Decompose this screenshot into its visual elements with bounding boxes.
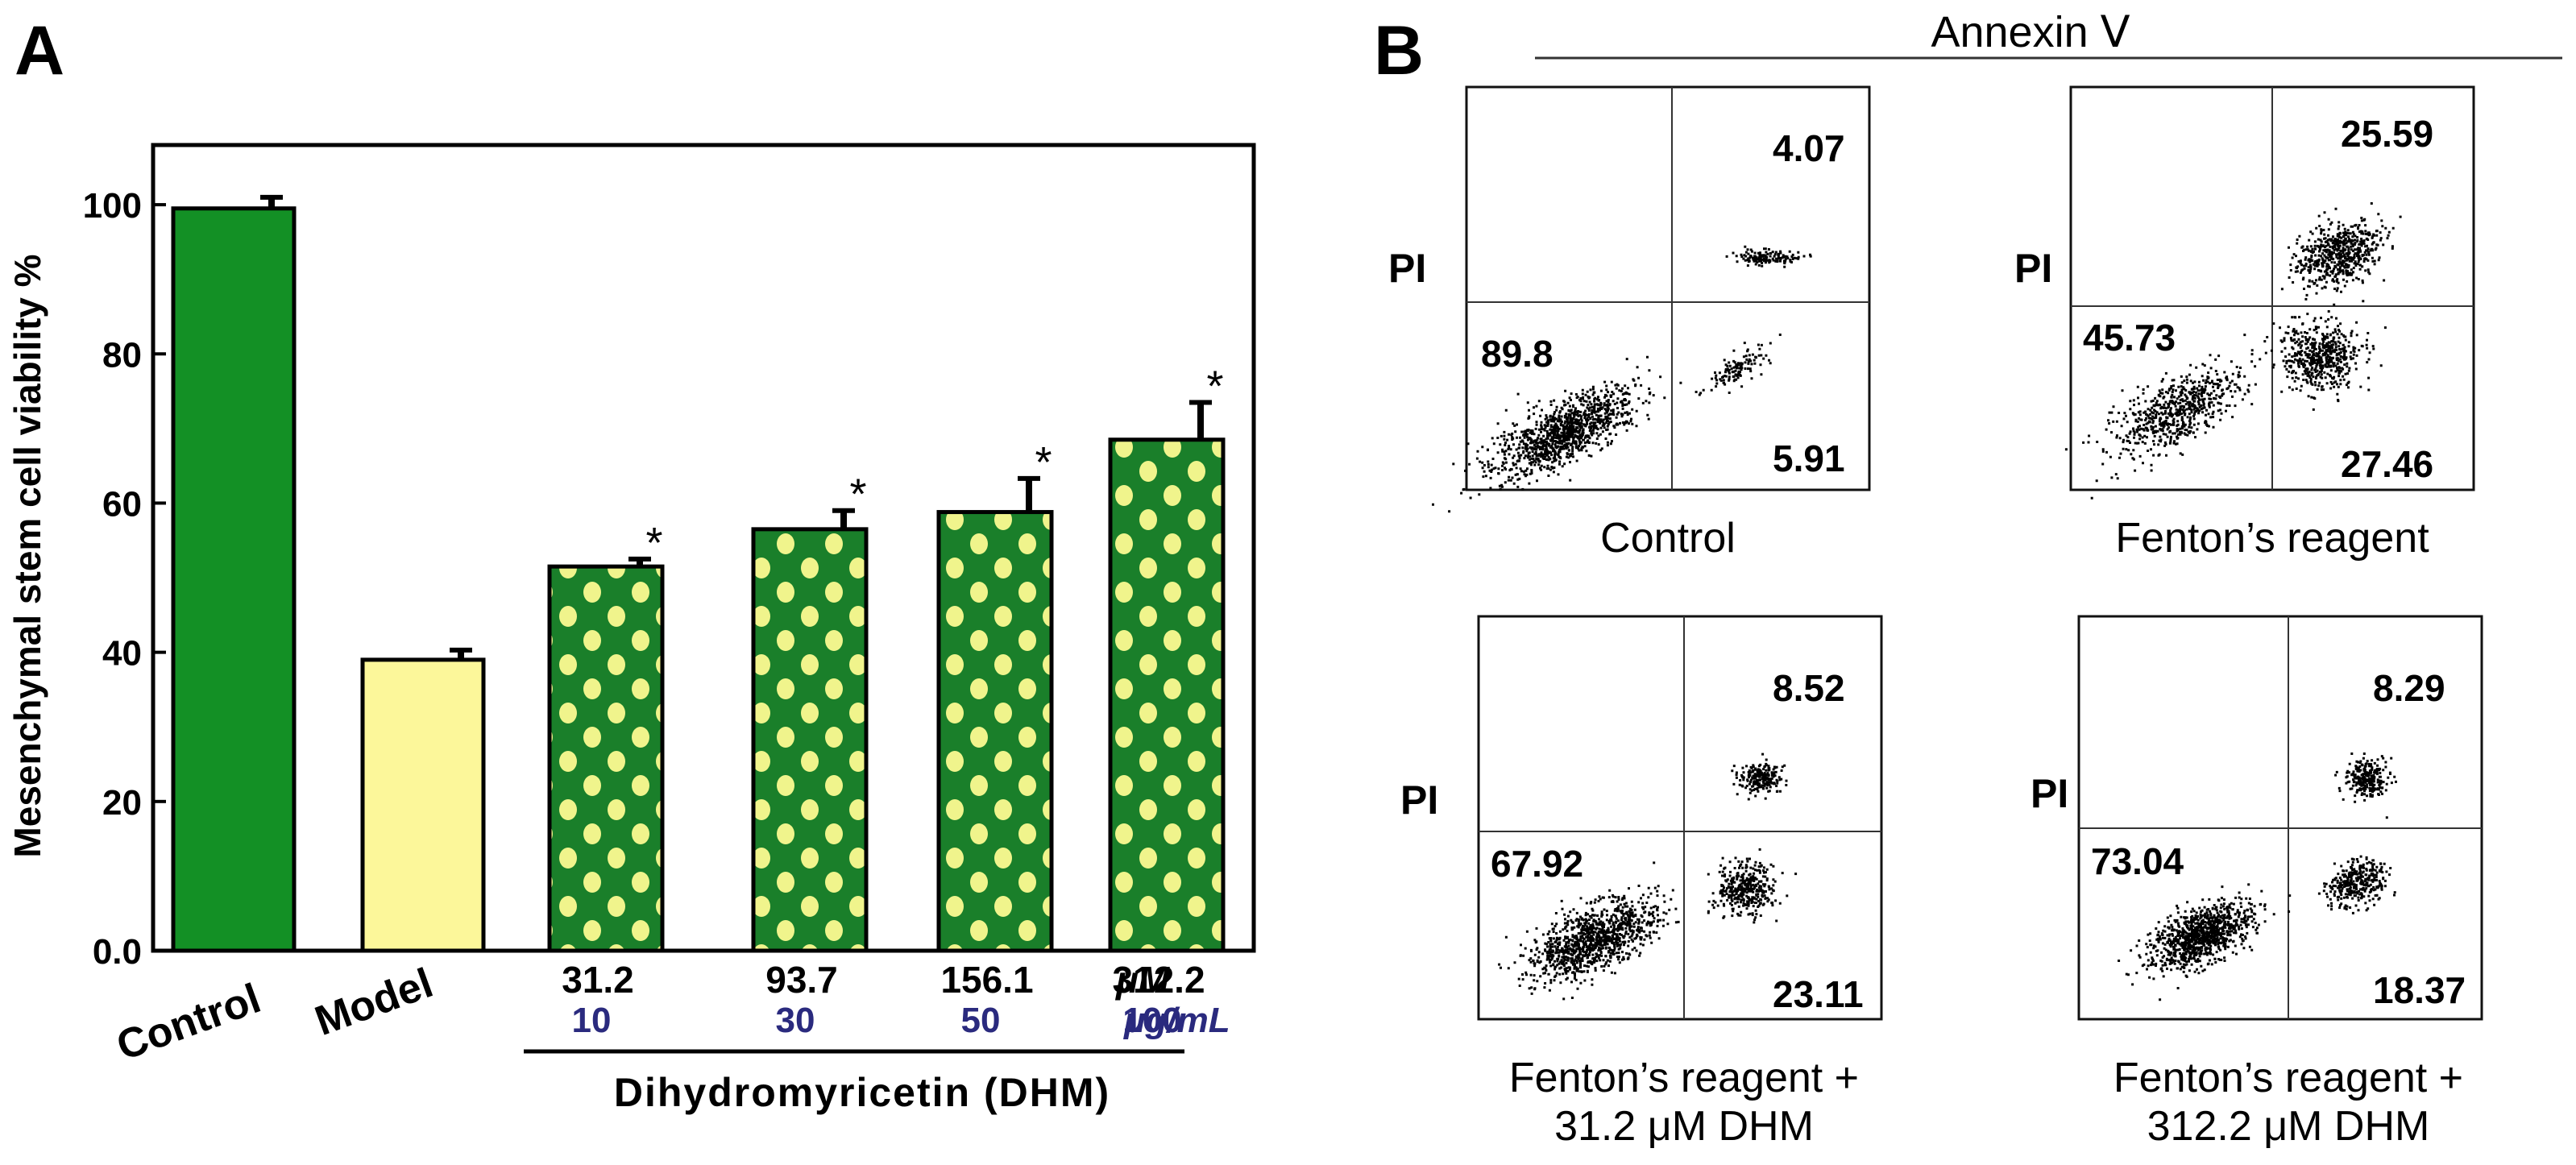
- dose-um-label: 31.2: [562, 959, 634, 1001]
- dose-um-label: 312.2: [1112, 959, 1205, 1001]
- group-label: Dihydromyricetin (DHM): [614, 1070, 1110, 1115]
- category-label: Control: [110, 975, 267, 1070]
- bars: * * * *: [171, 194, 1226, 953]
- bar: [547, 564, 665, 953]
- significance-marker: *: [849, 471, 866, 519]
- panel-b-label: B: [1374, 12, 1424, 89]
- quadrant-ur: 8.29: [2373, 667, 2445, 709]
- quadrant-lr: 27.46: [2341, 443, 2433, 485]
- plot-title: Control: [1600, 515, 1736, 562]
- y-axis-label-pi: PI: [2031, 771, 2068, 816]
- flow-plot-control: PI 4.07 89.8 5.91 Control: [1388, 85, 1871, 562]
- scatter-dots: [1432, 245, 1812, 513]
- y-ticks: 0.0 20 40 60 80 100: [83, 186, 166, 972]
- scatter-dots: [1498, 752, 1798, 1001]
- flow-plot-frame: [1477, 615, 1883, 1021]
- y-tick-label: 20: [102, 783, 142, 823]
- bar: [936, 510, 1054, 953]
- scatter-points: [2064, 202, 2402, 500]
- flow-plot-dhm-31: PI 8.52 67.92 23.11 Fenton’s reagent + 3…: [1400, 615, 1883, 1150]
- quadrant-lr: 5.91: [1773, 437, 1845, 479]
- y-tick-label: 100: [83, 186, 142, 226]
- y-axis-label-pi: PI: [1400, 777, 1438, 823]
- y-axis-label: Mesenchymal stem cell viability %: [6, 254, 48, 857]
- y-tick-label: 80: [102, 335, 142, 375]
- panel-b: B Annexin Ⅴ PI 4.07 89.8 5.91 Control PI…: [1374, 8, 2562, 1150]
- plot-title: Fenton’s reagent: [2115, 515, 2429, 562]
- bar: [171, 206, 297, 953]
- scatter-points: [2118, 752, 2397, 1001]
- quadrant-ll: 73.04: [2091, 840, 2184, 882]
- scatter-dots: [2064, 202, 2402, 500]
- annexin-header: Annexin Ⅴ: [1931, 8, 2130, 56]
- quadrant-lr: 18.37: [2373, 969, 2466, 1011]
- unit-um-label: μM: [1114, 959, 1171, 1001]
- quadrant-ur: 8.52: [1773, 667, 1845, 709]
- quadrant-ll: 67.92: [1491, 843, 1583, 885]
- scatter-points: [1432, 245, 1812, 513]
- panel-a: A Mesenchymal stem cell viability % 0.0 2…: [6, 12, 1256, 1115]
- plot-title-line2: 31.2 μM DHM: [1554, 1103, 1814, 1150]
- significance-marker: *: [1206, 362, 1223, 410]
- quadrant-ll: 45.73: [2083, 317, 2176, 359]
- plot-frame: [151, 143, 1256, 953]
- quadrant-ur: 25.59: [2341, 113, 2433, 155]
- dose-mass-label: 50: [961, 1001, 1001, 1040]
- scatter-dots: [2118, 752, 2397, 1001]
- quadrant-lr: 23.11: [1773, 973, 1864, 1015]
- bar: [751, 527, 869, 953]
- dose-um-label: 93.7: [765, 959, 838, 1001]
- category-label: Model: [309, 960, 439, 1045]
- dose-um-label: 156.1: [940, 959, 1033, 1001]
- bar: [360, 657, 486, 953]
- dose-mass-label: 30: [776, 1001, 815, 1040]
- plot-title-line1: Fenton’s reagent +: [1509, 1055, 1859, 1101]
- dose-mass-label: 10: [572, 1001, 612, 1040]
- scatter-points: [1498, 752, 1798, 1001]
- panel-a-label: A: [15, 12, 64, 89]
- dose-mass-label: 100: [1122, 1001, 1181, 1040]
- significance-marker: *: [645, 519, 662, 567]
- unit-mass-label: μg/mL: [1122, 1001, 1230, 1040]
- y-axis-label-pi: PI: [1388, 246, 1426, 291]
- flow-plot-frame: [2077, 615, 2483, 1021]
- plot-title-line2: 312.2 μM DHM: [2147, 1103, 2430, 1150]
- quadrant-ur: 4.07: [1773, 127, 1845, 169]
- flow-plot-dhm-312: PI 8.29 73.04 18.37 Fenton’s reagent + 3…: [2031, 615, 2483, 1150]
- y-tick-label: 40: [102, 634, 142, 674]
- flow-plot-fenton: PI 25.59 45.73 27.46 Fenton’s reagent: [2014, 85, 2475, 562]
- y-tick-label: 0.0: [93, 932, 142, 972]
- bar: [1108, 437, 1226, 953]
- plot-title-line1: Fenton’s reagent +: [2113, 1055, 2463, 1101]
- quadrant-ll: 89.8: [1481, 333, 1553, 375]
- y-axis-label-pi: PI: [2014, 246, 2052, 291]
- flow-plot-frame: [1465, 85, 1871, 491]
- y-tick-label: 60: [102, 484, 142, 524]
- significance-marker: *: [1035, 438, 1052, 487]
